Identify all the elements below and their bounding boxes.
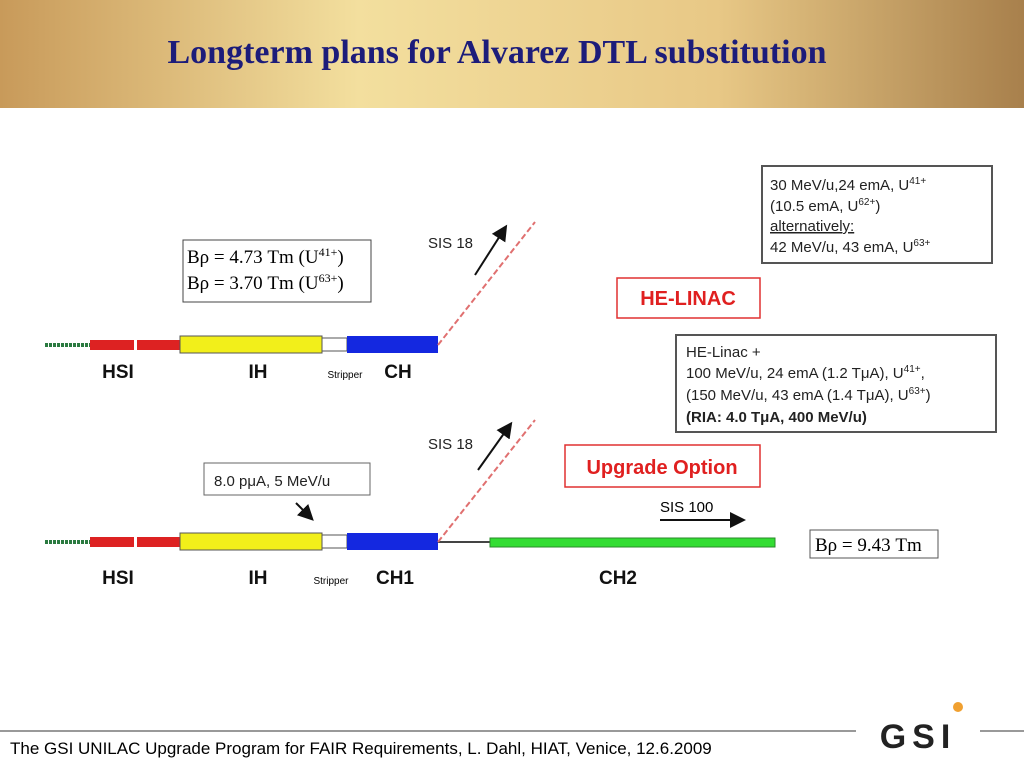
- label: IH: [249, 568, 268, 589]
- label: CH1: [376, 568, 414, 589]
- label: SIS 18: [428, 436, 473, 453]
- text-line: 42 MeV/u, 43 emA, U63+: [770, 238, 931, 256]
- text-line: 8.0 pμA, 5 MeV/u: [214, 473, 330, 490]
- box: [182, 239, 372, 303]
- logo-dot: [953, 702, 963, 712]
- t: ): [337, 247, 343, 268]
- label: IH: [249, 362, 268, 383]
- header-band: [0, 0, 1024, 108]
- t: ): [875, 198, 880, 215]
- label: Stripper: [327, 370, 363, 381]
- sup: 63+: [909, 386, 926, 397]
- beamline-2: [45, 419, 776, 551]
- label: CH2: [599, 568, 637, 589]
- label: SIS 18: [428, 235, 473, 252]
- slide-title: Longterm plans for Alvarez DTL substitut…: [168, 34, 827, 71]
- text-line: (10.5 emA, U62+): [770, 197, 880, 215]
- box: [616, 277, 761, 319]
- t: ): [337, 273, 343, 294]
- t: ,: [921, 365, 925, 382]
- footer-text: The GSI UNILAC Upgrade Program for FAIR …: [10, 739, 712, 758]
- t: Bρ = 4.73 Tm (U: [187, 247, 319, 268]
- label: HSI: [102, 568, 134, 589]
- text-line: (150 MeV/u, 43 emA (1.4 TμA), U63+): [686, 386, 931, 404]
- box: [809, 529, 939, 559]
- t: 100 MeV/u, 24 emA (1.2 TμA), U: [686, 365, 904, 382]
- text-line: Bρ = 3.70 Tm (U63+): [187, 271, 344, 294]
- upgrade-name: Upgrade Option: [586, 457, 737, 479]
- text-line: Bρ = 9.43 Tm: [815, 535, 922, 556]
- label: CH: [384, 362, 411, 383]
- t: (150 MeV/u, 43 emA (1.4 TμA), U: [686, 387, 909, 404]
- t: Bρ = 3.70 Tm (U: [187, 273, 319, 294]
- text-line: Bρ = 4.73 Tm (U41+): [187, 245, 344, 268]
- box: [203, 462, 371, 496]
- sup: 41+: [909, 176, 926, 187]
- label: SIS 100: [660, 499, 713, 516]
- t: 30 MeV/u,24 emA, U: [770, 177, 909, 194]
- text-line: 100 MeV/u, 24 emA (1.2 TμA), U41+,: [686, 364, 925, 382]
- sup: 41+: [319, 245, 338, 259]
- sup: 62+: [858, 197, 875, 208]
- text-line: alternatively:: [770, 218, 854, 235]
- sup: 63+: [319, 271, 338, 285]
- t: 42 MeV/u, 43 emA, U: [770, 239, 913, 256]
- sup: 63+: [913, 238, 930, 249]
- text-line: HE-Linac +: [686, 344, 761, 361]
- box: [761, 165, 993, 264]
- label: HSI: [102, 362, 134, 383]
- linac-name: HE-LINAC: [640, 288, 736, 310]
- text-line: 30 MeV/u,24 emA, U41+: [770, 176, 926, 194]
- sup: 41+: [904, 364, 921, 375]
- beamline-1: [45, 221, 536, 354]
- box: [675, 334, 997, 433]
- logo: GSI: [880, 718, 957, 756]
- box: [564, 444, 761, 488]
- t: ): [926, 387, 931, 404]
- t: (10.5 emA, U: [770, 198, 858, 215]
- label: Stripper: [313, 576, 349, 587]
- text-line: (RIA: 4.0 TμA, 400 MeV/u): [686, 409, 867, 426]
